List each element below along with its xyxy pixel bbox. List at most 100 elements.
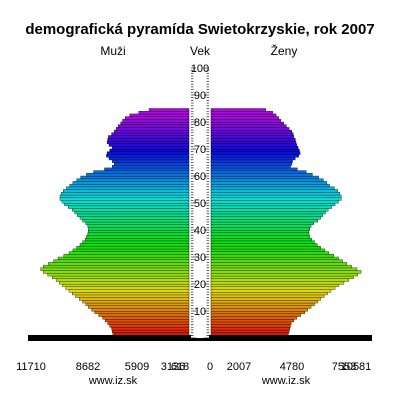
age-strip (191, 58, 209, 338)
male-tick-label: 5909 (125, 361, 149, 373)
male-bar (43, 270, 190, 274)
female-bar (210, 275, 354, 279)
male-bar (75, 294, 190, 298)
male-bar (48, 262, 190, 266)
male-bar (117, 124, 190, 128)
female-bar (210, 305, 312, 309)
male-bar (112, 146, 190, 150)
female-bar (210, 208, 329, 212)
age-label: 70 (194, 144, 206, 156)
female-header: Ženy (271, 43, 298, 58)
male-bar (85, 302, 190, 306)
female-bar (210, 116, 280, 120)
female-bar (210, 329, 290, 333)
female-tick-label: 2007 (227, 361, 251, 373)
male-bar (72, 291, 190, 296)
male-bar (87, 232, 190, 236)
female-bar (210, 216, 321, 220)
male-bar (72, 248, 190, 252)
male-bar (93, 170, 190, 174)
male-bar (88, 227, 190, 231)
female-bar (210, 162, 293, 166)
female-bar (210, 178, 324, 182)
female-bar (210, 318, 295, 323)
male-bar (63, 189, 190, 193)
male-bar (111, 132, 190, 136)
male-bar (47, 273, 190, 277)
source-left: www.iz.sk (88, 375, 138, 387)
female-bar (210, 259, 343, 263)
female-bar (210, 186, 335, 190)
male-bar (104, 318, 190, 323)
male-bar (59, 197, 190, 201)
female-bar (210, 308, 308, 312)
female-bar (210, 291, 328, 296)
female-bar (210, 246, 321, 250)
female-bar (210, 273, 358, 277)
male-bar (82, 240, 190, 244)
male-bar (120, 121, 190, 126)
male-bar (108, 143, 190, 147)
female-bar (210, 229, 310, 234)
male-bar (108, 156, 190, 161)
female-bar (210, 248, 325, 252)
female-bar (210, 192, 341, 196)
female-bar (210, 183, 330, 188)
male-header: Muži (100, 44, 125, 58)
male-bar (107, 138, 190, 142)
female-bar (210, 202, 336, 207)
female-bar (210, 121, 284, 126)
female-bar (210, 140, 297, 144)
male-bar (113, 129, 190, 134)
male-bar (84, 237, 190, 242)
female-bar (210, 264, 352, 269)
female-bar (210, 297, 321, 301)
male-tick-label: 618 (171, 361, 189, 373)
female-bar (210, 300, 319, 304)
male-bar (115, 127, 190, 131)
male-bar (79, 216, 190, 220)
male-bar (76, 178, 190, 182)
male-bar (40, 267, 190, 271)
female-tick-label: 10581 (341, 361, 372, 373)
male-bar (91, 308, 190, 312)
male-bar (85, 221, 190, 225)
male-bar (65, 286, 190, 290)
male-bar (104, 167, 190, 171)
male-bar (59, 194, 190, 198)
female-bar (210, 251, 330, 255)
female-bar (210, 170, 307, 174)
female-bar (210, 108, 267, 112)
female-bar (210, 316, 297, 320)
female-bar (210, 324, 291, 328)
male-bar (88, 305, 190, 309)
female-bar (210, 148, 300, 153)
female-bar (210, 254, 334, 258)
male-bar (82, 300, 190, 304)
female-bar (210, 240, 315, 244)
male-bar (112, 165, 190, 169)
female-bar (210, 213, 323, 217)
age-label: 60 (194, 171, 206, 183)
female-bar (210, 113, 277, 117)
male-bar (112, 329, 190, 333)
age-label: 80 (194, 117, 206, 129)
female-bar (210, 181, 327, 185)
female-bar (210, 302, 315, 306)
female-bar (210, 256, 339, 261)
male-bar (87, 224, 190, 228)
male-bar (138, 111, 190, 115)
female-bar (210, 175, 319, 180)
age-label: 10 (194, 306, 206, 318)
male-bar (69, 183, 190, 188)
male-bar (72, 181, 190, 185)
female-bar (210, 227, 310, 231)
female-bar (210, 143, 297, 147)
age-label: 100 (191, 63, 209, 75)
male-bar (74, 210, 190, 215)
female-bar (210, 167, 298, 171)
male-bar (106, 140, 190, 144)
female-bar (210, 173, 313, 177)
female-bar (210, 138, 296, 142)
male-bar (109, 148, 190, 153)
